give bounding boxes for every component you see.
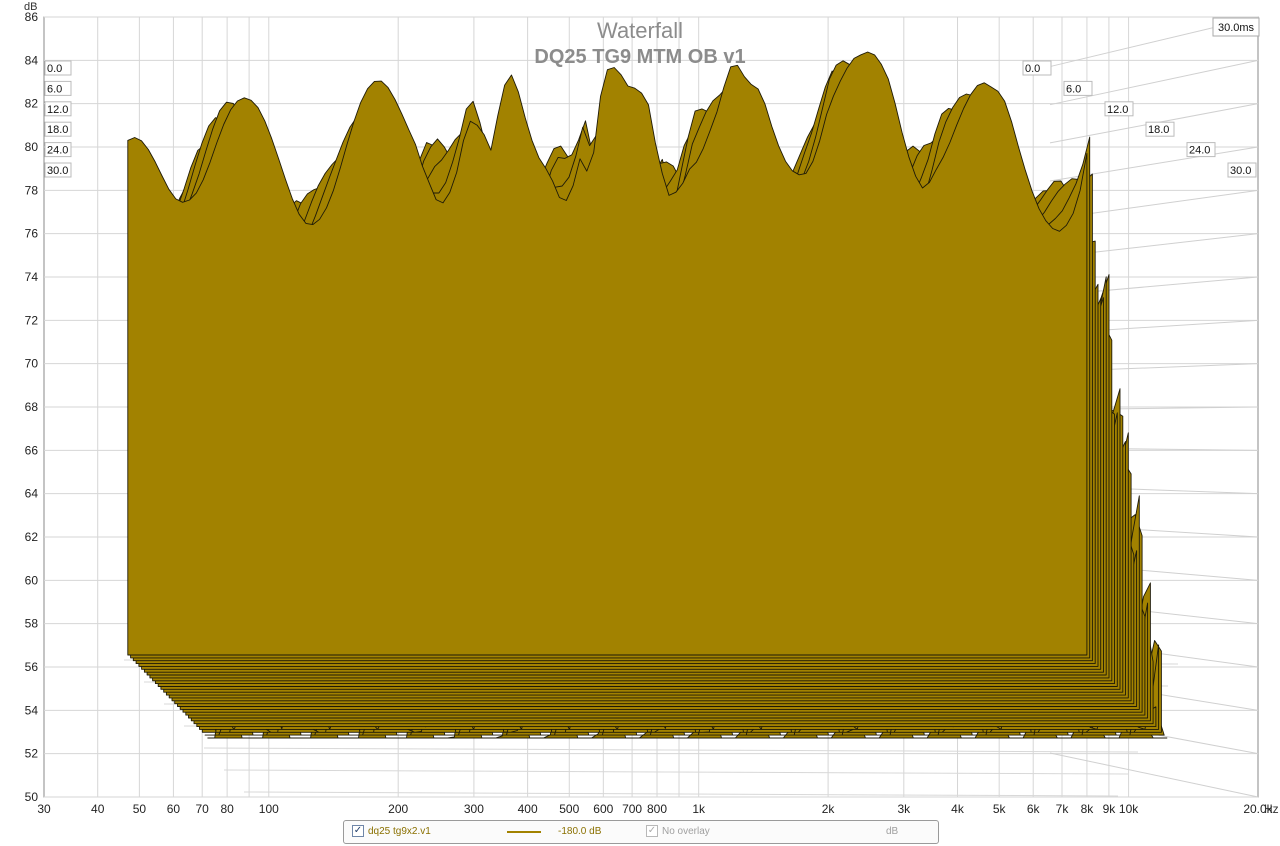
x-tick-label: 800: [647, 802, 667, 816]
legend-overlay: No overlay: [662, 826, 710, 837]
wall-guide: [1049, 59, 1259, 106]
time-tick-label-left: 6.0: [47, 83, 62, 95]
x-tick-label: 2k: [822, 802, 836, 816]
y-tick-label: 58: [25, 617, 39, 631]
legend-series-swatch: [507, 831, 541, 833]
time-tick-label-right: 12.0: [1107, 104, 1128, 116]
y-tick-label: 84: [25, 53, 39, 67]
y-tick-label: 56: [25, 660, 39, 674]
y-tick-label: 72: [25, 313, 39, 327]
x-tick-label: 30: [37, 802, 51, 816]
x-tick-label: 80: [220, 802, 234, 816]
y-axis: 50 52 54 56 58 60 62 64 66 68 70 72 74 76 78 80 82 84 86: [25, 10, 39, 804]
chart-title: Waterfall: [597, 18, 683, 43]
time-tick-label-left: 12.0: [47, 104, 68, 116]
time-tick-box: [44, 121, 72, 137]
y-tick-label: 82: [25, 97, 39, 111]
y-tick-label: 54: [25, 703, 39, 717]
time-tick-box: [1104, 101, 1134, 117]
time-tick-box: [44, 60, 72, 76]
x-tick-label: 70: [196, 802, 210, 816]
chart-subtitle: DQ25 TG9 MTM OB v1: [534, 46, 745, 68]
y-tick-label: 50: [25, 790, 39, 804]
x-tick-label: 700: [622, 802, 642, 816]
x-tick-label: 4k: [951, 802, 965, 816]
time-tick-label-right: 18.0: [1148, 124, 1169, 136]
legend-offset: -180.0 dB: [558, 826, 602, 837]
x-tick-label: 200: [388, 802, 408, 816]
x-tick-label: 60: [167, 802, 181, 816]
y-tick-label: 74: [25, 270, 39, 284]
time-tick-box: [1022, 60, 1052, 76]
x-tick-label: 9k: [1103, 802, 1117, 816]
x-tick-label: 1k: [692, 802, 706, 816]
time-tick-box: [44, 80, 72, 96]
time-axis: 0.0 0.0 6.0 6.0 12.0 12.0 18.0 18.0 24.0 24.0 30.0…: [44, 60, 1257, 178]
time-tick-label-right: 30.0: [1230, 165, 1251, 177]
time-tick-box: [1145, 121, 1175, 137]
time-tick-box: [1227, 162, 1257, 178]
y-tick-label: 66: [25, 443, 39, 457]
x-tick-label: 3k: [897, 802, 911, 816]
waterfall-slices: [127, 51, 1168, 739]
time-tick-box: [1186, 142, 1216, 158]
y-axis-unit: dB: [24, 1, 37, 13]
overlay-checkbox[interactable]: ✓: [646, 825, 658, 837]
series-checkbox[interactable]: ✓: [352, 825, 364, 837]
legend-bar: ✓ dq25 tg9x2.v1 -180.0 dB ✓ No overlay d…: [343, 820, 939, 844]
time-tick-box: [44, 101, 72, 117]
x-tick-label: 50: [133, 802, 147, 816]
time-tick-label-right: 6.0: [1066, 83, 1081, 95]
time-tick-label-right: 24.0: [1189, 145, 1210, 157]
legend-series-name: dq25 tg9x2.v1: [368, 826, 431, 837]
y-tick-label: 52: [25, 747, 39, 761]
time-tick-label-right: 0.0: [1025, 63, 1040, 75]
y-tick-label: 68: [25, 400, 39, 414]
x-tick-label: 8k: [1081, 802, 1095, 816]
x-tick-label: 400: [518, 802, 538, 816]
time-tick-label-left: 18.0: [47, 124, 68, 136]
time-max-label: 30.0ms: [1218, 22, 1255, 34]
y-tick-label: 86: [25, 10, 39, 24]
x-axis: 30 40 50 60 70 80 100 200 300 400 500 600 700 800 1k 2k…: [37, 802, 1273, 816]
y-tick-label: 78: [25, 183, 39, 197]
x-tick-label: 7k: [1056, 802, 1070, 816]
legend-unit: dB: [886, 826, 899, 837]
time-tick-label-left: 24.0: [47, 145, 68, 157]
floor-guide: [203, 747, 1139, 753]
x-tick-label: 20.0k: [1243, 802, 1273, 816]
floor-guide: [223, 769, 1129, 775]
y-tick-label: 64: [25, 487, 39, 501]
y-tick-label: 70: [25, 357, 39, 371]
x-tick-label: 6k: [1027, 802, 1041, 816]
time-max-label-box: 30.0ms: [1212, 17, 1260, 37]
x-tick-label: 600: [593, 802, 613, 816]
y-tick-label: 80: [25, 140, 39, 154]
time-tick-box: [1063, 80, 1093, 96]
x-tick-label: 10k: [1119, 802, 1139, 816]
time-tick-box: [44, 162, 72, 178]
y-tick-label: 60: [25, 573, 39, 587]
x-tick-label: 5k: [993, 802, 1007, 816]
x-tick-label: 40: [91, 802, 105, 816]
time-tick-label-left: 0.0: [47, 63, 62, 75]
y-tick-label: 76: [25, 227, 39, 241]
time-tick-box: [44, 142, 72, 158]
x-axis-unit: Hz: [1264, 802, 1279, 816]
y-tick-label: 62: [25, 530, 39, 544]
x-tick-label: 500: [559, 802, 579, 816]
waterfall-slice: [127, 51, 1088, 656]
wall-guide: [1049, 752, 1259, 798]
x-tick-label: 300: [464, 802, 484, 816]
floor-guide: [243, 791, 1119, 797]
x-tick-label: 100: [259, 802, 279, 816]
time-tick-label-left: 30.0: [47, 165, 68, 177]
